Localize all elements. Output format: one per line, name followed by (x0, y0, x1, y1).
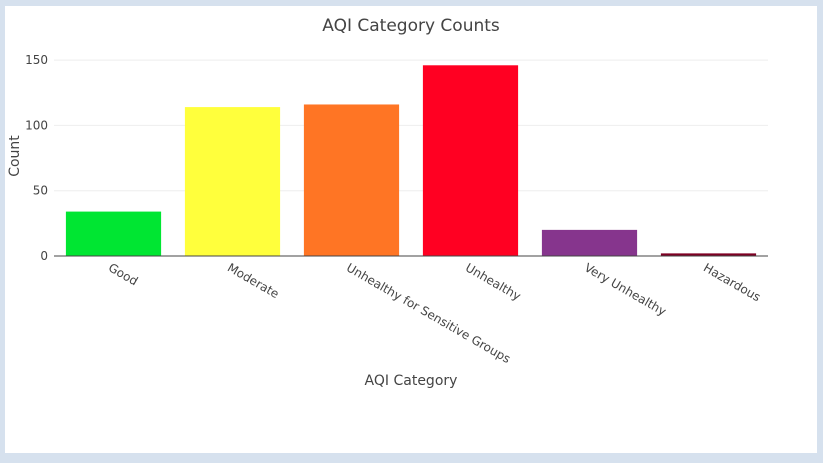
y-axis-title: Count (7, 135, 23, 177)
x-axis-ticks: Good Moderate Unhealthy for Sensitive Grou… (106, 260, 763, 366)
y-tick-label: 0 (40, 249, 48, 263)
chart-title: AQI Category Counts (322, 16, 500, 36)
x-tick-label: Good (106, 260, 140, 288)
x-axis-title: AQI Category (365, 373, 458, 389)
bar-very-unhealthy[interactable] (541, 229, 638, 256)
bars (65, 65, 757, 257)
y-tick-label: 50 (33, 184, 48, 198)
y-tick-label: 100 (25, 118, 48, 132)
bar-unhealthy[interactable] (422, 65, 519, 256)
x-tick-label: Unhealthy (463, 260, 523, 303)
bar-moderate[interactable] (184, 107, 281, 257)
y-tick-label: 150 (25, 53, 48, 67)
x-tick-label: Moderate (225, 260, 281, 301)
x-tick-label: Very Unhealthy (582, 260, 669, 318)
y-axis-ticks: 0 50 100 150 (25, 53, 48, 263)
bar-unhealthy-for-sensitive-groups[interactable] (303, 104, 400, 256)
bar-good[interactable] (65, 211, 162, 256)
gridlines (54, 59, 768, 192)
bar-hazardous[interactable] (660, 253, 757, 256)
x-tick-label: Hazardous (701, 260, 763, 304)
